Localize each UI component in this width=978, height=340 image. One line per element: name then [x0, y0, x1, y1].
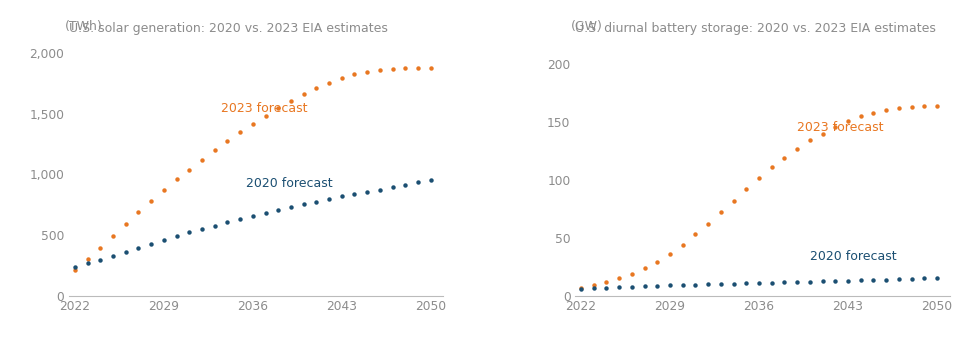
Text: (GW): (GW)	[570, 20, 602, 33]
Text: 2023 forecast: 2023 forecast	[796, 120, 883, 134]
Text: U.S. diurnal battery storage: 2020 vs. 2023 EIA estimates: U.S. diurnal battery storage: 2020 vs. 2…	[574, 22, 935, 35]
Text: 2023 forecast: 2023 forecast	[221, 102, 307, 115]
Text: 2020 forecast: 2020 forecast	[809, 250, 896, 264]
Text: (TWh): (TWh)	[65, 20, 103, 33]
Text: 2020 forecast: 2020 forecast	[246, 177, 333, 190]
Text: U.S. solar generation: 2020 vs. 2023 EIA estimates: U.S. solar generation: 2020 vs. 2023 EIA…	[68, 22, 387, 35]
